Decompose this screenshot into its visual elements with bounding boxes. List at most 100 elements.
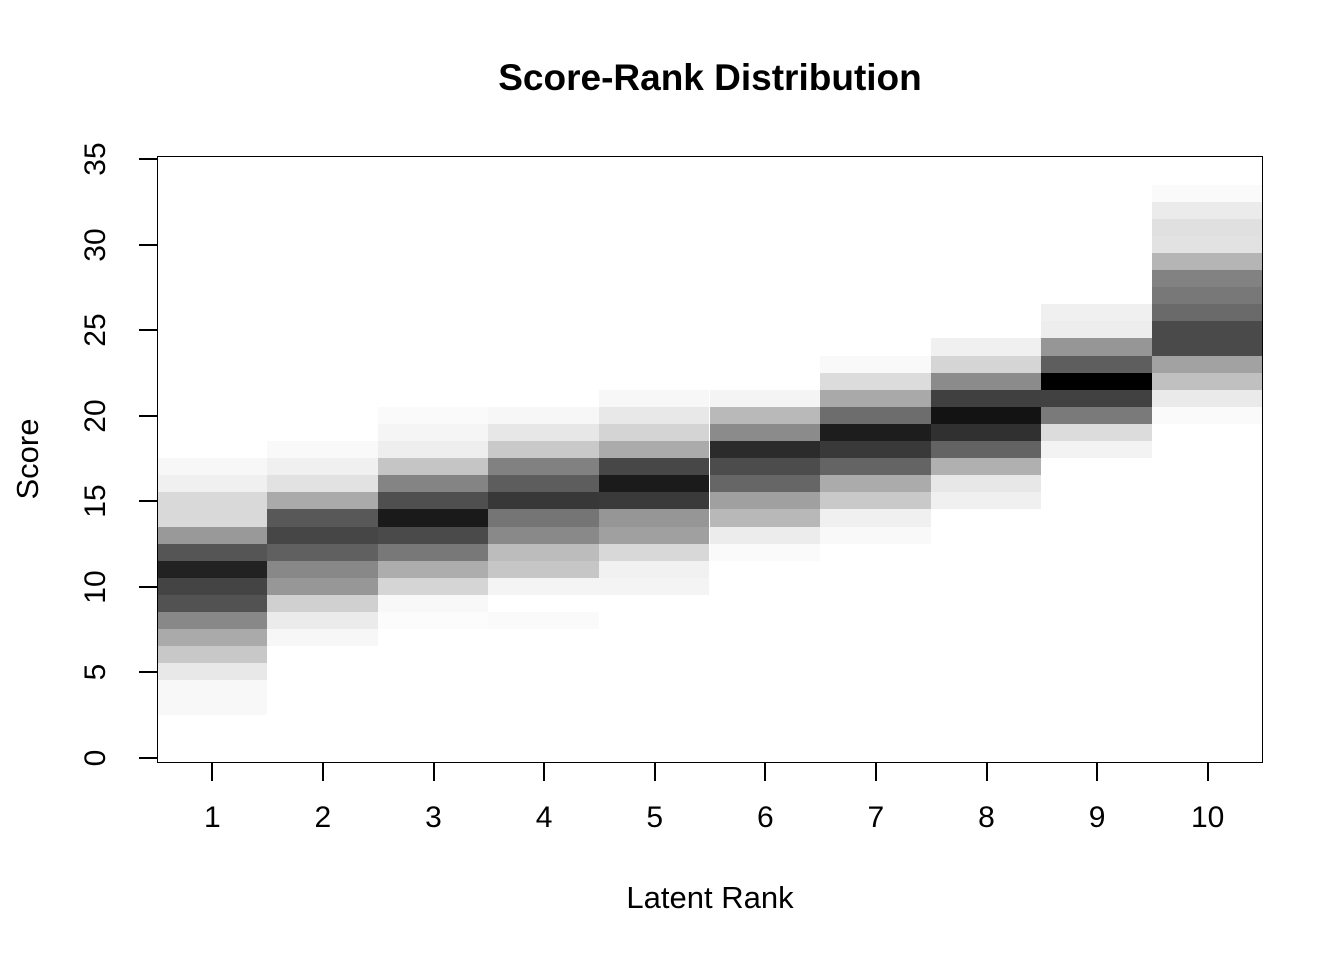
x-axis-label: Latent Rank xyxy=(626,880,794,915)
heatmap-cell xyxy=(488,475,599,493)
x-tick-label: 6 xyxy=(756,801,774,834)
x-tick-label: 9 xyxy=(1088,801,1106,834)
heatmap-cell xyxy=(267,441,378,459)
heatmap-cell xyxy=(267,526,378,544)
y-tick-label: 25 xyxy=(79,313,112,348)
y-tick-label: 0 xyxy=(79,749,112,767)
heatmap-cell xyxy=(377,475,489,493)
heatmap-cell xyxy=(158,543,268,561)
heatmap-cell xyxy=(598,526,710,544)
heatmap-cell xyxy=(709,423,821,442)
heatmap-cell xyxy=(1041,372,1152,390)
heatmap-cell xyxy=(488,492,599,510)
heatmap-cell xyxy=(158,646,268,664)
heatmap-cell xyxy=(930,389,1042,407)
plot-area xyxy=(157,156,1263,763)
x-tick-label: 4 xyxy=(535,801,553,834)
x-axis-tick xyxy=(653,763,656,781)
heatmap-cell xyxy=(488,543,599,561)
heatmap-cell xyxy=(267,560,378,578)
heatmap-cell xyxy=(1041,321,1152,339)
heatmap-cell xyxy=(820,423,931,442)
heatmap-cell xyxy=(267,475,378,493)
heatmap-cell xyxy=(820,458,931,476)
heatmap-cell xyxy=(377,612,489,630)
heatmap-cell xyxy=(598,475,710,493)
heatmap-cell xyxy=(1151,355,1262,373)
x-tick-label: 10 xyxy=(1191,801,1225,834)
x-axis-tick xyxy=(543,763,546,781)
heatmap-cell xyxy=(488,577,599,595)
heatmap-cell xyxy=(377,594,489,613)
heatmap-cell xyxy=(709,509,821,527)
heatmap-cell xyxy=(158,560,268,578)
heatmap-cell xyxy=(930,492,1042,510)
heatmap-cell xyxy=(158,526,268,544)
y-axis-tick xyxy=(139,158,157,161)
heatmap-cell xyxy=(598,577,710,595)
heatmap-cell xyxy=(820,509,931,527)
heatmap-cell xyxy=(488,441,599,459)
heatmap-cell xyxy=(488,458,599,476)
heatmap-cell xyxy=(598,509,710,527)
heatmap-cell xyxy=(709,406,821,424)
heatmap-cell xyxy=(377,526,489,544)
heatmap-cell xyxy=(1041,304,1152,322)
x-tick-label: 8 xyxy=(978,801,995,834)
heatmap-cell xyxy=(820,526,931,544)
heatmap-cell xyxy=(377,492,489,510)
heatmap-cell xyxy=(1151,218,1262,236)
heatmap-cell xyxy=(158,629,268,647)
heatmap-cell xyxy=(267,458,378,476)
heatmap-cell xyxy=(820,441,931,459)
heatmap-cell xyxy=(930,441,1042,459)
heatmap-cell xyxy=(158,612,268,630)
x-tick-label: 3 xyxy=(425,801,442,834)
heatmap-cell xyxy=(1151,304,1262,322)
heatmap-cell xyxy=(709,389,821,407)
heatmap-cell xyxy=(158,594,268,613)
heatmap-cell xyxy=(1041,406,1152,424)
heatmap-cell xyxy=(709,492,821,510)
heatmap-cell xyxy=(158,509,268,527)
y-axis-tick xyxy=(139,329,157,332)
heatmap-cell xyxy=(709,475,821,493)
heatmap-cell xyxy=(267,509,378,527)
heatmap-cell xyxy=(930,406,1042,424)
heatmap-cell xyxy=(377,509,489,527)
y-tick-label: 10 xyxy=(79,570,112,604)
heatmap-cell xyxy=(1151,235,1262,253)
heatmap-cell xyxy=(377,441,489,459)
heatmap-cell xyxy=(930,475,1042,493)
heatmap-cell xyxy=(158,680,268,698)
heatmap-cell xyxy=(598,458,710,476)
heatmap-cell xyxy=(1041,355,1152,373)
y-tick-label: 20 xyxy=(79,399,112,433)
heatmap-cell xyxy=(488,423,599,442)
heatmap-cell xyxy=(1151,372,1262,390)
heatmap-cell xyxy=(488,509,599,527)
heatmap-cell xyxy=(1041,338,1152,356)
heatmap-cell xyxy=(158,697,268,715)
heatmap-cell xyxy=(930,355,1042,373)
y-axis-tick xyxy=(139,243,157,246)
heatmap-cell xyxy=(267,577,378,595)
y-tick-label: 5 xyxy=(79,664,112,681)
x-axis-tick xyxy=(874,763,877,781)
heatmap-cell xyxy=(820,389,931,407)
x-axis-tick xyxy=(985,763,988,781)
x-axis-tick xyxy=(1096,763,1099,781)
heatmap-cell xyxy=(1151,184,1262,202)
heatmap-cell xyxy=(377,458,489,476)
y-axis-tick xyxy=(139,585,157,588)
y-axis-tick xyxy=(139,500,157,503)
y-axis-label: Score xyxy=(10,418,45,500)
heatmap-cell xyxy=(598,441,710,459)
y-tick-label: 15 xyxy=(79,484,112,519)
heatmap-cell xyxy=(488,406,599,424)
x-tick-label: 7 xyxy=(867,801,885,834)
heatmap-cell xyxy=(377,543,489,561)
heatmap-cell xyxy=(158,458,268,476)
heatmap-cell xyxy=(930,372,1042,390)
